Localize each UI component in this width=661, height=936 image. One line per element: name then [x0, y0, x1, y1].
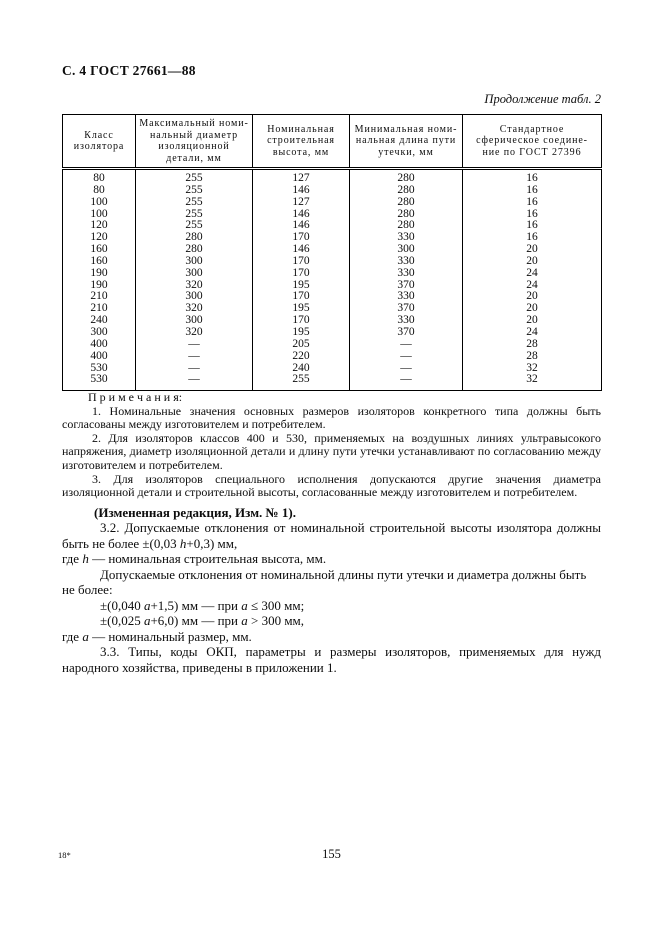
- table-cell: 255: [135, 196, 253, 209]
- notes-section: 1. Номинальные значения основных размеро…: [62, 403, 601, 500]
- table-cell: 16: [462, 168, 602, 185]
- column-header: Номинальная строительная высота, мм: [252, 114, 350, 170]
- table-cell: 32: [462, 362, 602, 375]
- paragraph: где a — номинальный размер, мм.: [62, 628, 252, 644]
- note-item: 2. Для изоляторов классов 400 и 530, при…: [62, 430, 601, 472]
- table-cell: 24: [462, 267, 602, 280]
- table-cell: 190: [62, 267, 136, 280]
- table-row: 120 280 170 330 16: [62, 231, 602, 245]
- table-cell: 28: [462, 350, 602, 363]
- table-cell: —: [349, 350, 463, 363]
- table-cell: 16: [462, 208, 602, 221]
- table-cell: —: [135, 338, 253, 351]
- table-row: 100 255 146 280 16: [62, 208, 602, 221]
- table-cell: 32: [462, 373, 602, 391]
- body-text: (Измененная редакция, Изм. № 1). 3.2. Доп…: [62, 505, 601, 676]
- paragraph: ±(0,040 a+1,5) мм — при a ≤ 300 мм;: [100, 597, 305, 613]
- paragraph: 3.2. Допускаемые отклонения от номинальн…: [62, 520, 601, 551]
- table-row: 80 255 146 280 16: [62, 184, 602, 197]
- table-row: 190 320 195 370 24: [62, 279, 602, 292]
- column-header: Минимальная номи-нальная длина пути утечк…: [349, 114, 463, 170]
- table-cell: 16: [462, 196, 602, 209]
- table-row: 210 300 170 330 20: [62, 291, 602, 304]
- table-cell: 280: [349, 196, 463, 209]
- paragraph: Допускаемые отклонения от номинальной дл…: [62, 566, 587, 598]
- table-cell: 146: [252, 184, 350, 197]
- table-row: 100 255 127 280 16: [62, 196, 602, 209]
- table-cell: 220: [252, 350, 350, 363]
- paragraph: где h — номинальная строительная высота,…: [62, 551, 327, 567]
- table-row: 210 320 195 370 20: [62, 302, 602, 316]
- table-cell: 280: [349, 184, 463, 197]
- text-flow: П р и м е ч а н и я: 1. Номинальные знач…: [62, 390, 601, 676]
- table-row: 160 280 146 300 20: [62, 243, 602, 256]
- table-caption: Продолжение табл. 2: [484, 92, 601, 106]
- table-cell: 205: [252, 338, 350, 351]
- table-cell: 20: [462, 255, 602, 268]
- table-cell: 300: [135, 255, 253, 268]
- table-cell: 100: [62, 196, 136, 209]
- table-cell: 16: [462, 231, 602, 245]
- table-row: 400—220—28: [62, 350, 602, 363]
- table-cell: 80: [62, 184, 136, 197]
- column-header: Стандартное сферическое соедине-ние по ГО…: [462, 114, 602, 170]
- notes-heading: П р и м е ч а н и я:: [88, 390, 183, 404]
- table-cell: 20: [462, 243, 602, 256]
- document-header: С. 4 ГОСТ 27661—88: [62, 63, 196, 78]
- table-cell: —: [135, 373, 253, 391]
- table-cell: 300: [135, 267, 253, 280]
- table-header-row: Класс изолятора Максимальный номи-нальный …: [62, 114, 602, 170]
- table-cell: 24: [462, 326, 602, 339]
- table-cell: —: [349, 338, 463, 351]
- table-row: 190 300 170 330 24: [62, 267, 602, 280]
- table-cell: 16: [462, 220, 602, 233]
- table-row: 530—255—32: [62, 373, 602, 391]
- table-row: 120 255 146 280 16: [62, 220, 602, 233]
- table-cell: 280: [349, 168, 463, 185]
- table-cell: 170: [252, 267, 350, 280]
- table-cell: 28: [462, 338, 602, 351]
- table-cell: 530: [62, 373, 136, 391]
- footer-signature: 18*: [58, 850, 71, 860]
- table-row: 160 300 170 330 20: [62, 255, 602, 268]
- paragraph: 3.3. Типы, коды ОКП, параметры и размеры…: [62, 644, 601, 675]
- column-header: Максимальный номи-нальный диаметр изоляци…: [135, 114, 253, 170]
- table-row: 80 255 127 280 16: [62, 168, 602, 185]
- paragraph: ±(0,025 a+6,0) мм — при a > 300 мм,: [100, 613, 305, 629]
- table-row: 240 300 170 330 20: [62, 314, 602, 327]
- dimensions-table: Класс изолятора Максимальный номи-нальный …: [62, 114, 602, 392]
- table-cell: 255: [252, 373, 350, 391]
- page-number: 155: [322, 847, 341, 861]
- table-cell: 80: [62, 168, 136, 185]
- note-item: 3. Для изоляторов специального исполнени…: [62, 471, 601, 500]
- table-cell: 160: [62, 255, 136, 268]
- table-row: 530—240—32: [62, 362, 602, 375]
- table-cell: 330: [349, 255, 463, 268]
- table-cell: 20: [462, 291, 602, 304]
- table-cell: 255: [135, 168, 253, 185]
- table-cell: 400: [62, 350, 136, 363]
- table-row: 300 320 195 370 24: [62, 326, 602, 339]
- table-cell: 330: [349, 267, 463, 280]
- table-cell: 170: [252, 255, 350, 268]
- table-cell: 127: [252, 168, 350, 185]
- note-item: 1. Номинальные значения основных размеро…: [62, 403, 601, 432]
- table-cell: 16: [462, 184, 602, 197]
- table-cell: 20: [462, 314, 602, 327]
- table-row: 400—205—28: [62, 338, 602, 351]
- column-header: Класс изолятора: [62, 114, 136, 170]
- table-cell: 127: [252, 196, 350, 209]
- table-cell: 400: [62, 338, 136, 351]
- table-cell: 255: [135, 184, 253, 197]
- paragraph: (Измененная редакция, Изм. № 1).: [94, 504, 296, 520]
- table-cell: —: [135, 350, 253, 363]
- table-body: 80 255 127 280 16 80 255 146 280 16 100 255 127 280 16…: [62, 168, 602, 391]
- table-cell: 20: [462, 302, 602, 316]
- table-cell: —: [349, 373, 463, 391]
- table-cell: 24: [462, 279, 602, 292]
